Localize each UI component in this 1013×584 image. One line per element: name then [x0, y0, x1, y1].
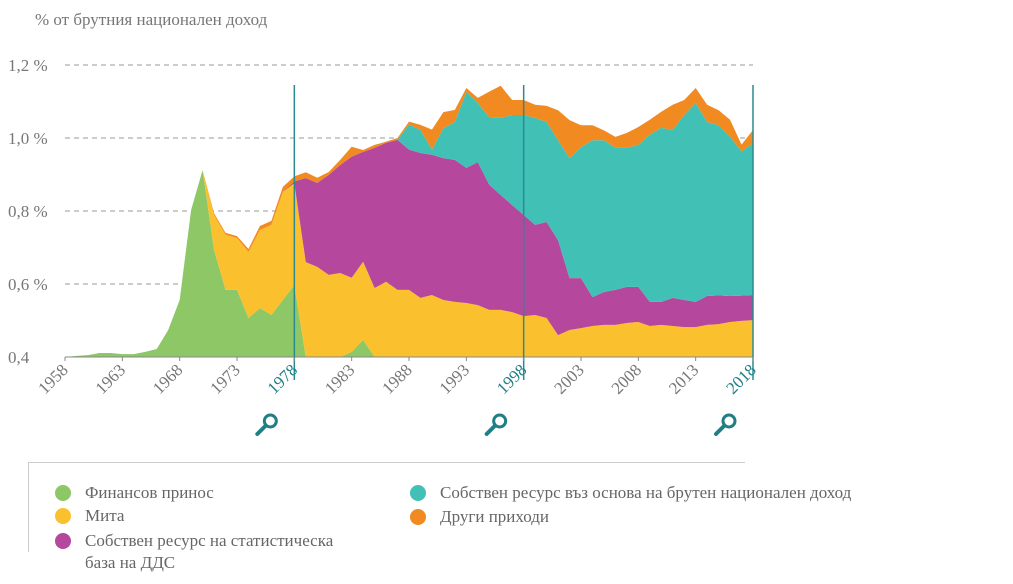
- legend-label: Финансов принос: [85, 483, 214, 502]
- x-tick-label: 2008: [608, 360, 645, 397]
- zoom-handle: [255, 424, 268, 436]
- zoom-lens: [721, 413, 737, 429]
- legend-swatch: [55, 533, 71, 549]
- zoom-icon[interactable]: [255, 413, 278, 436]
- legend-rule-left: [28, 462, 29, 552]
- legend-swatch: [410, 485, 426, 501]
- y-tick-label: 1,2 %: [8, 56, 48, 75]
- zoom-lens: [492, 413, 508, 429]
- x-tick-label: 2003: [550, 360, 587, 397]
- chart-title: % от брутния национален доход: [35, 10, 268, 29]
- legend-swatch: [55, 485, 71, 501]
- legend-item: Финансов принос: [55, 482, 385, 504]
- x-tick-label: 2018: [722, 360, 759, 397]
- legend-item: Мита: [55, 505, 385, 527]
- legend-swatch: [55, 508, 71, 524]
- x-tick-label: 1983: [321, 360, 358, 397]
- y-tick-label: 0,4: [8, 348, 30, 367]
- zoom-icon[interactable]: [714, 413, 737, 436]
- legend-label: Други приходи: [440, 507, 549, 526]
- x-tick-label: 1958: [34, 360, 71, 397]
- legend-label: Мита: [85, 506, 125, 525]
- area: [65, 170, 753, 357]
- x-tick-label: 1978: [264, 360, 301, 397]
- chart: % от брутния национален доход 0,4 0,6 % 0,…: [8, 10, 760, 436]
- legend-label: Собствен ресурс въз основа на брутен нац…: [440, 483, 852, 502]
- zoom-lens: [262, 413, 278, 429]
- y-tick-label: 0,6 %: [8, 275, 48, 294]
- area: [65, 92, 753, 357]
- y-tick-label: 1,0 %: [8, 129, 48, 148]
- legend-item: Собствен ресурс на статистическа база на…: [55, 530, 345, 574]
- legend-swatch: [410, 509, 426, 525]
- x-tick-label: 2013: [665, 360, 702, 397]
- x-tick-label: 1963: [92, 360, 129, 397]
- x-tick-label: 1968: [149, 360, 186, 397]
- x-tick-label: 1988: [378, 360, 415, 397]
- legend-item: Собствен ресурс въз основа на брутен нац…: [410, 482, 1013, 504]
- legend-rule-top: [28, 462, 745, 463]
- legend-label: Собствен ресурс на статистическа база на…: [85, 531, 334, 572]
- y-tick-label: 0,8 %: [8, 202, 48, 221]
- x-tick-label: 1993: [436, 360, 473, 397]
- legend: Финансов принос Мита Собствен ресурс на ст…: [0, 462, 1013, 584]
- area: [65, 170, 753, 357]
- x-tick-label: 1998: [493, 360, 530, 397]
- zoom-icon[interactable]: [484, 413, 508, 436]
- zoom-handle: [714, 424, 726, 436]
- legend-item: Други приходи: [410, 506, 740, 528]
- x-tick-label: 1973: [206, 360, 243, 397]
- area: [65, 85, 753, 358]
- zoom-handle: [484, 424, 497, 436]
- area: [65, 139, 753, 357]
